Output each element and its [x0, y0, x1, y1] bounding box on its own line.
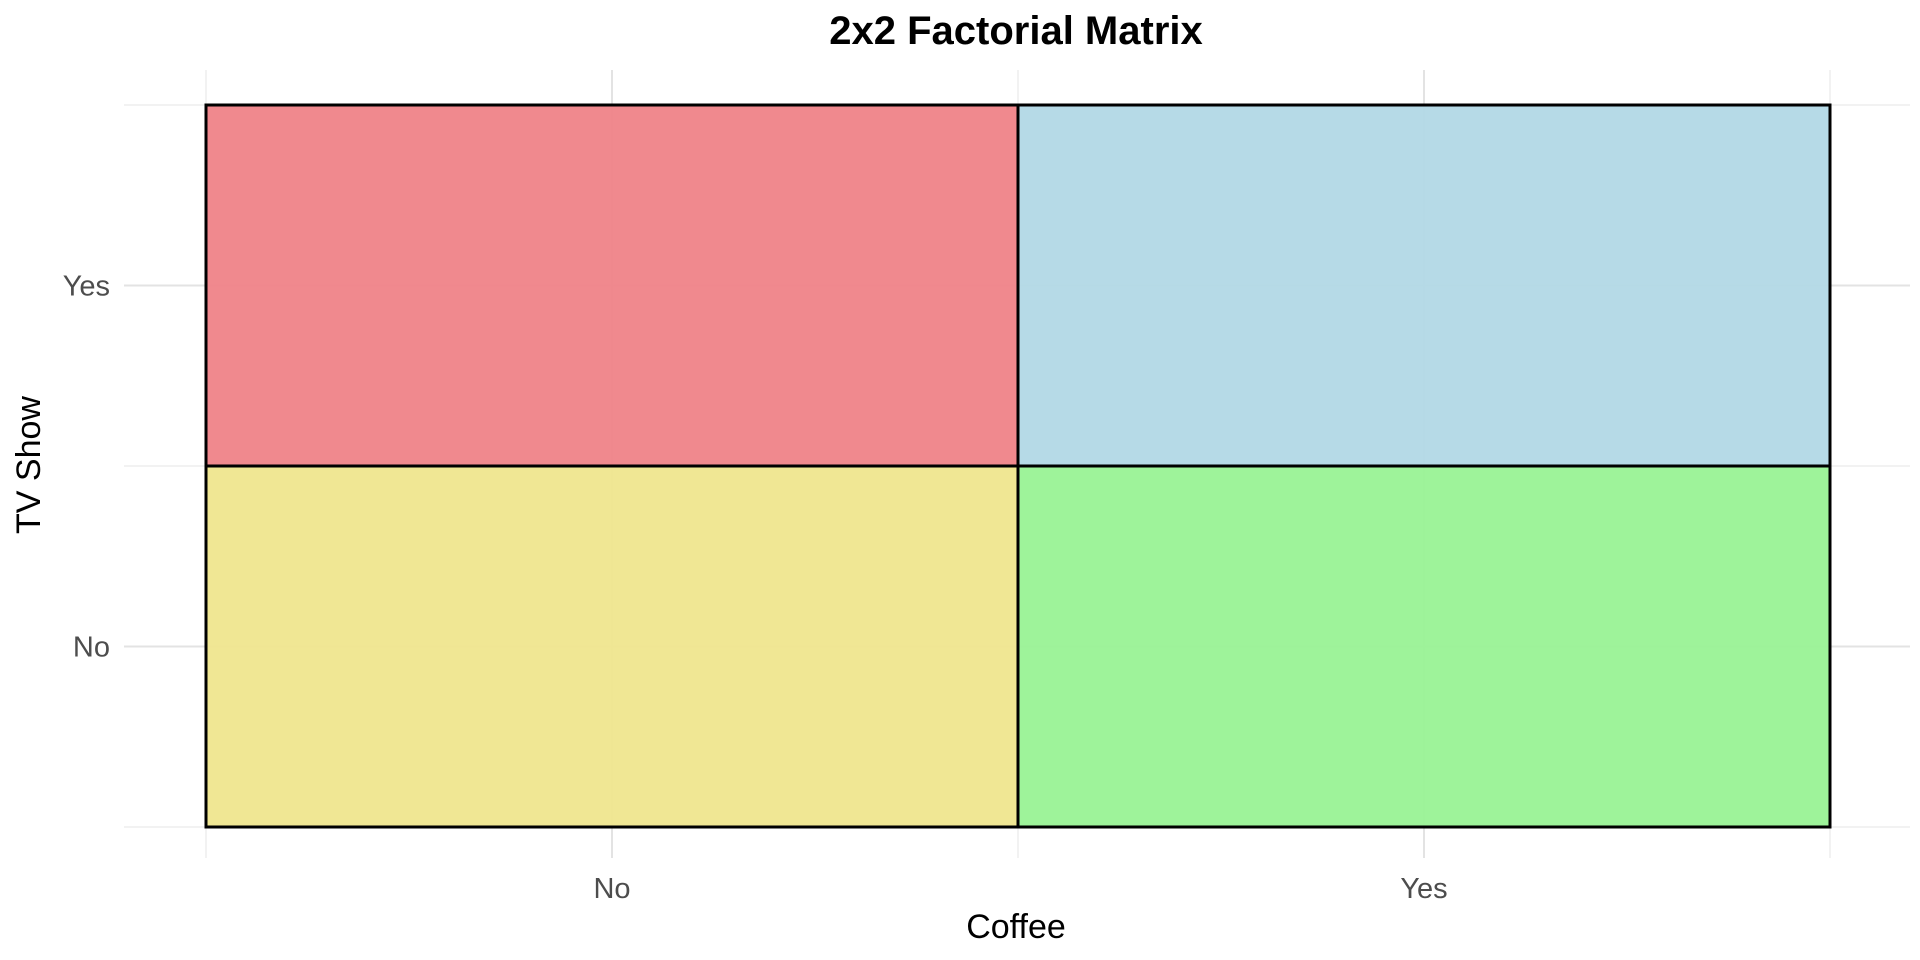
- y-axis-title: TV Show: [10, 396, 48, 534]
- matrix-cell-coffee-yes-tv-no: [1016, 464, 1832, 829]
- matrix-cell-coffee-yes-tv-yes: [1016, 103, 1832, 468]
- matrix-cells: [204, 103, 1832, 829]
- matrix-cell-coffee-no-tv-yes: [204, 103, 1020, 468]
- y-tick-label: Yes: [63, 271, 110, 303]
- x-tick-label: No: [593, 873, 630, 905]
- chart-title: 2x2 Factorial Matrix: [829, 9, 1203, 53]
- matrix-cell-coffee-no-tv-no: [204, 464, 1020, 829]
- x-axis-title: Coffee: [966, 908, 1066, 946]
- x-tick-label: Yes: [1400, 873, 1447, 905]
- y-tick-label: No: [73, 632, 110, 664]
- tick-labels: No Yes No Yes: [63, 271, 1448, 906]
